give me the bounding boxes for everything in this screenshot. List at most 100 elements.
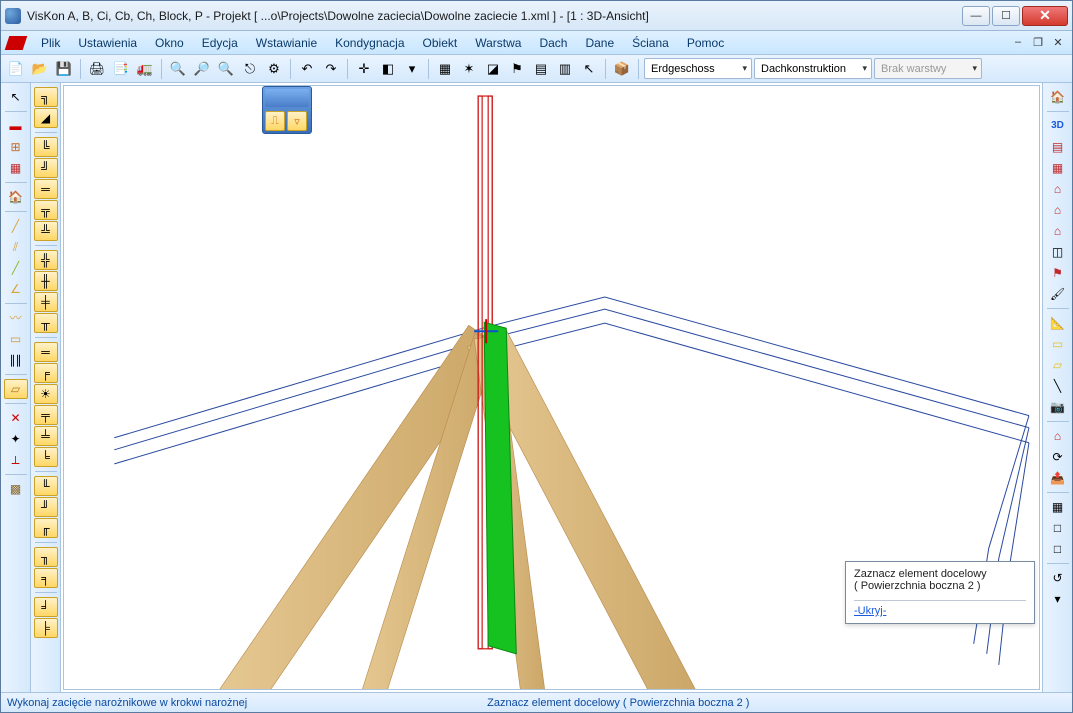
curve-icon[interactable]: 〰: [4, 308, 28, 328]
save-icon[interactable]: 💾: [53, 58, 75, 80]
tooltip-hide-link[interactable]: -Ukryj-: [854, 600, 1026, 617]
yt3-icon[interactable]: ╚: [34, 137, 58, 157]
float-btn-1[interactable]: ⎍: [265, 111, 285, 131]
maximize-button[interactable]: ☐: [992, 6, 1020, 26]
3d-label-icon[interactable]: 3D: [1046, 116, 1070, 136]
house-icon[interactable]: 🏠: [4, 187, 28, 207]
zoom-in-icon[interactable]: 🔍: [167, 58, 189, 80]
pointer-icon[interactable]: ↖: [4, 87, 28, 107]
print-icon[interactable]: 🖨: [86, 58, 108, 80]
flag-icon[interactable]: ⚑: [506, 58, 528, 80]
layer-combo[interactable]: Dachkonstruktion: [754, 58, 872, 79]
mdi-restore[interactable]: ❐: [1030, 36, 1046, 49]
zoom-out-icon[interactable]: 🔎: [191, 58, 213, 80]
cursor-icon[interactable]: ↖: [578, 58, 600, 80]
view-house3-icon[interactable]: ⌂: [1046, 221, 1070, 241]
menu-dach[interactable]: Dach: [531, 34, 575, 52]
menu-ściana[interactable]: Ściana: [624, 34, 677, 52]
open-file-icon[interactable]: 📂: [29, 58, 51, 80]
mdi-close[interactable]: ✕: [1050, 36, 1066, 49]
snap1-icon[interactable]: ✶: [458, 58, 480, 80]
down-arrow-icon[interactable]: ▾: [1046, 589, 1070, 609]
yt10-icon[interactable]: ╪: [34, 292, 58, 312]
yt1-icon[interactable]: ╗: [34, 87, 58, 107]
yt23-icon[interactable]: ╛: [34, 597, 58, 617]
menu-warstwa[interactable]: Warstwa: [467, 34, 529, 52]
stripes-icon[interactable]: ∥∥: [4, 350, 28, 370]
rotate-icon[interactable]: ⟳: [1046, 447, 1070, 467]
camera-icon[interactable]: 📷: [1046, 397, 1070, 417]
beam2-icon[interactable]: ⫽: [4, 237, 28, 257]
ruler-icon[interactable]: ⟂: [4, 450, 28, 470]
menu-okno[interactable]: Okno: [147, 34, 192, 52]
wall-red-icon[interactable]: ▬: [4, 116, 28, 136]
yt16-icon[interactable]: ╧: [34, 426, 58, 446]
brick-icon[interactable]: ▦: [4, 158, 28, 178]
menu-edycja[interactable]: Edycja: [194, 34, 246, 52]
menu-ustawienia[interactable]: Ustawienia: [70, 34, 145, 52]
panel-icon[interactable]: ▭: [4, 329, 28, 349]
delete-red-icon[interactable]: ✕: [4, 408, 28, 428]
yt8-icon[interactable]: ╬: [34, 250, 58, 270]
view-house1-icon[interactable]: ⌂: [1046, 179, 1070, 199]
yt4-icon[interactable]: ╝: [34, 158, 58, 178]
minimize-button[interactable]: —: [962, 6, 990, 26]
zoom-fit-icon[interactable]: 🔍: [215, 58, 237, 80]
view-red1-icon[interactable]: ▤: [1046, 137, 1070, 157]
close-button[interactable]: ✕: [1022, 6, 1068, 26]
cube-icon[interactable]: ◧: [377, 58, 399, 80]
window-grid-icon[interactable]: ⊞: [4, 137, 28, 157]
float-btn-2[interactable]: ▿: [287, 111, 307, 131]
yt12-icon[interactable]: ═: [34, 342, 58, 362]
beam4-icon[interactable]: ∠: [4, 279, 28, 299]
snap3-icon[interactable]: ▤: [530, 58, 552, 80]
yt6-icon[interactable]: ╦: [34, 200, 58, 220]
measure-icon[interactable]: 📐: [1046, 313, 1070, 333]
yt17-icon[interactable]: ╘: [34, 447, 58, 467]
yt15-icon[interactable]: ╤: [34, 405, 58, 425]
selected-tool-icon[interactable]: ▱: [4, 379, 28, 399]
blank1-icon[interactable]: □: [1046, 518, 1070, 538]
yt19-icon[interactable]: ╜: [34, 497, 58, 517]
yt20-icon[interactable]: ╓: [34, 518, 58, 538]
yt5-icon[interactable]: ═: [34, 179, 58, 199]
yt22-icon[interactable]: ╕: [34, 568, 58, 588]
snap4-icon[interactable]: ▥: [554, 58, 576, 80]
menu-dane[interactable]: Dane: [577, 34, 622, 52]
yt18-icon[interactable]: ╙: [34, 476, 58, 496]
yt13-icon[interactable]: ╒: [34, 363, 58, 383]
menu-plik[interactable]: Plik: [33, 34, 68, 52]
package-icon[interactable]: 📦: [611, 58, 633, 80]
view-red2-icon[interactable]: ▦: [1046, 158, 1070, 178]
grid-icon[interactable]: ▦: [434, 58, 456, 80]
export-icon[interactable]: 📤: [1046, 468, 1070, 488]
beam3-icon[interactable]: ╱: [4, 258, 28, 278]
new-file-icon[interactable]: 📄: [5, 58, 27, 80]
flag-red-icon[interactable]: ⚑: [1046, 263, 1070, 283]
texture-icon[interactable]: ▩: [4, 479, 28, 499]
blank2-icon[interactable]: □: [1046, 539, 1070, 559]
yt11-icon[interactable]: ╥: [34, 313, 58, 333]
line-tool-icon[interactable]: ╲: [1046, 376, 1070, 396]
beam1-icon[interactable]: ╱: [4, 216, 28, 236]
redo-icon[interactable]: ↷: [320, 58, 342, 80]
yt7-icon[interactable]: ╩: [34, 221, 58, 241]
yt9-icon[interactable]: ╫: [34, 271, 58, 291]
yt14-icon[interactable]: ☀: [34, 384, 58, 404]
dropdown-icon[interactable]: ▾: [401, 58, 423, 80]
menu-kondygnacja[interactable]: Kondygnacja: [327, 34, 412, 52]
viewport[interactable]: ⎍ ▿ Zaznacz element docelowy ( Powierzch…: [63, 85, 1040, 690]
roller-icon[interactable]: 🖌: [1046, 284, 1070, 304]
yt21-icon[interactable]: ╖: [34, 547, 58, 567]
axis-icon[interactable]: ✛: [353, 58, 375, 80]
menu-wstawianie[interactable]: Wstawianie: [248, 34, 325, 52]
box3d-icon[interactable]: ◫: [1046, 242, 1070, 262]
menu-pomoc[interactable]: Pomoc: [679, 34, 732, 52]
settings-icon[interactable]: ⚙: [263, 58, 285, 80]
yt24-icon[interactable]: ╞: [34, 618, 58, 638]
small-house-icon[interactable]: ⌂: [1046, 426, 1070, 446]
menu-obiekt[interactable]: Obiekt: [415, 34, 466, 52]
sublayer-combo[interactable]: Brak warstwy: [874, 58, 982, 79]
grid-small-icon[interactable]: ▦: [1046, 497, 1070, 517]
snap2-icon[interactable]: ◪: [482, 58, 504, 80]
